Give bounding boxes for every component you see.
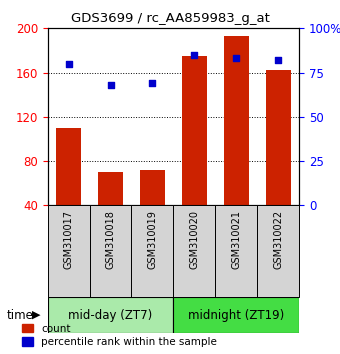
Bar: [182, 56, 207, 205]
Text: midnight (ZT19): midnight (ZT19): [188, 309, 285, 321]
Bar: [140, 170, 165, 205]
Bar: [215, 205, 257, 297]
Legend: count, percentile rank within the sample: count, percentile rank within the sample: [22, 324, 217, 347]
Point: [108, 82, 113, 88]
Bar: [132, 205, 173, 297]
Point: [275, 57, 281, 63]
Text: time: time: [7, 309, 34, 321]
Bar: [266, 70, 291, 205]
Bar: [98, 172, 123, 205]
Point: [66, 61, 71, 67]
Bar: [224, 36, 249, 205]
Bar: [48, 205, 89, 297]
Bar: [56, 128, 81, 205]
Text: GSM310022: GSM310022: [273, 210, 283, 269]
Text: GSM310018: GSM310018: [105, 210, 116, 269]
Text: GDS3699 / rc_AA859983_g_at: GDS3699 / rc_AA859983_g_at: [71, 12, 269, 25]
Text: GSM310019: GSM310019: [148, 210, 157, 269]
Bar: [257, 205, 299, 297]
Bar: [89, 205, 132, 297]
Bar: [48, 297, 173, 333]
Text: mid-day (ZT7): mid-day (ZT7): [68, 309, 153, 321]
Text: GSM310017: GSM310017: [64, 210, 73, 269]
Text: GSM310021: GSM310021: [231, 210, 241, 269]
Bar: [173, 205, 215, 297]
Bar: [173, 297, 299, 333]
Text: ▶: ▶: [32, 310, 41, 320]
Text: GSM310020: GSM310020: [189, 210, 199, 269]
Point: [192, 52, 197, 58]
Point: [234, 56, 239, 61]
Point: [150, 80, 155, 86]
